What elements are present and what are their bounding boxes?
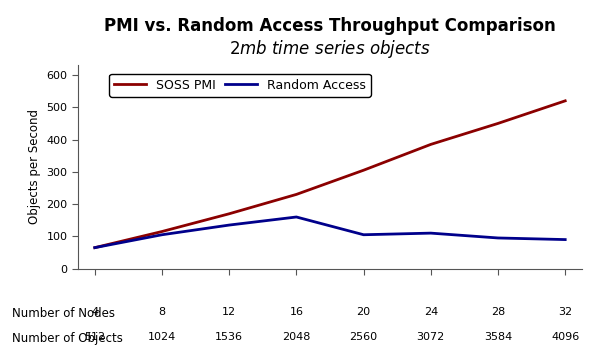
Title: PMI vs. Random Access Throughput Comparison
$\it{2mb\ time\ series\ objects}$: PMI vs. Random Access Throughput Compari… [104,17,556,60]
Text: 3584: 3584 [484,332,512,342]
Line: Random Access: Random Access [95,217,565,248]
SOSS PMI [293,192,300,197]
Random Access [562,237,569,242]
Legend: SOSS PMI, Random Access: SOSS PMI, Random Access [109,74,371,97]
Random Access [158,233,166,237]
Text: 12: 12 [222,307,236,317]
Text: 1536: 1536 [215,332,243,342]
Text: 28: 28 [491,307,505,317]
Random Access [226,223,233,227]
Text: 1024: 1024 [148,332,176,342]
SOSS PMI [494,121,502,126]
SOSS PMI [226,212,233,216]
Random Access [293,215,300,219]
SOSS PMI [91,245,98,250]
Text: 24: 24 [424,307,438,317]
Text: 2048: 2048 [282,332,311,342]
Line: SOSS PMI: SOSS PMI [95,101,565,248]
Text: 512: 512 [84,332,106,342]
Text: 20: 20 [356,307,371,317]
Random Access [91,245,98,250]
Text: 2560: 2560 [350,332,377,342]
Text: Number of Nodes: Number of Nodes [12,307,115,320]
Random Access [360,233,367,237]
Text: Number of Objects: Number of Objects [12,332,123,345]
Y-axis label: Objects per Second: Objects per Second [28,110,41,224]
Text: 32: 32 [558,307,572,317]
Text: 16: 16 [289,307,304,317]
SOSS PMI [158,229,166,234]
SOSS PMI [360,168,367,172]
Random Access [494,236,502,240]
Text: 4096: 4096 [551,332,580,342]
Text: 4: 4 [91,307,98,317]
Text: 8: 8 [158,307,166,317]
Text: 3072: 3072 [416,332,445,342]
SOSS PMI [562,99,569,103]
SOSS PMI [427,142,434,147]
Random Access [427,231,434,235]
